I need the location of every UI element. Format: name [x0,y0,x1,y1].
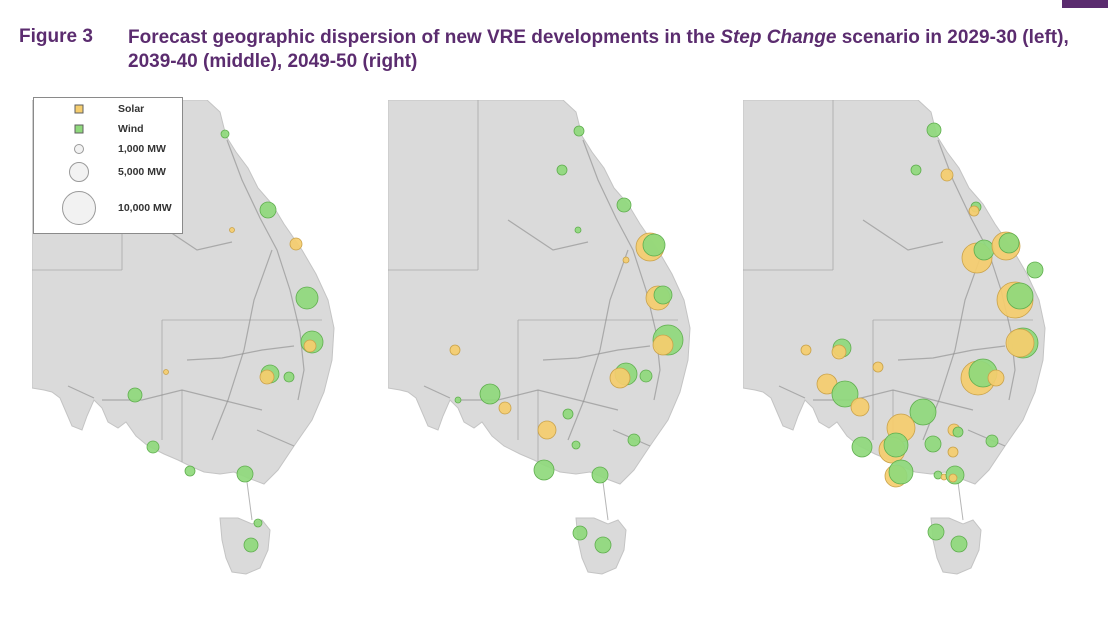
bass-link [246,481,253,521]
solar-bubble [622,256,630,264]
wind-bubble [574,226,582,234]
wind-bubble [616,197,632,213]
wind-bubble [594,536,612,554]
legend-size-1000: 1,000 MW [34,139,184,159]
large-circle-icon [62,191,96,225]
wind-swatch-icon [74,124,84,134]
corner-accent-bar [1062,0,1108,8]
wind-bubble [831,380,859,408]
wind-bubble [259,201,277,219]
transmission-line [778,385,806,399]
map-canvas-2049-50 [743,100,1046,575]
wind-bubble [1006,282,1034,310]
map-2039-40 [388,100,733,580]
figure-number: Figure 3 [19,26,93,47]
transmission-line [862,219,944,251]
wind-bubble [556,164,568,176]
transmission-line [897,345,1006,361]
wind-bubble [146,440,160,454]
solar-bubble [948,473,958,483]
solar-bubble [289,237,303,251]
solar-bubble [163,369,169,375]
wind-bubble [642,233,666,257]
map-legend: Solar Wind 1,000 MW 5,000 MW 10,000 MW [33,97,183,234]
medium-circle-icon [69,162,89,182]
wind-bubble [562,408,574,420]
solar-bubble [259,369,275,385]
wind-bubble [184,465,196,477]
wind-bubble [888,459,914,485]
transmission-line [542,345,651,361]
solar-bubble [872,361,884,373]
wind-bubble [479,383,501,405]
wind-bubble [927,523,945,541]
wind-bubble [591,466,609,484]
wind-bubble [253,518,263,528]
transmission-line [102,389,263,411]
wind-bubble [236,465,254,483]
transmission-line [67,385,95,399]
solar-bubble [947,446,959,458]
map-2049-50 [743,100,1088,580]
wind-bubble [653,285,673,305]
wind-bubble [454,396,462,404]
solar-bubble [537,420,557,440]
wind-bubble [985,434,999,448]
wind-bubble [127,387,143,403]
solar-swatch-icon [74,104,84,114]
transmission-line [256,429,295,447]
wind-bubble [926,122,942,138]
wind-bubble [910,164,922,176]
legend-solar: Solar [34,99,184,119]
solar-bubble [987,369,1005,387]
transmission-line [423,385,451,399]
solar-bubble [652,334,674,356]
solar-bubble [303,339,317,353]
wind-bubble [851,436,873,458]
small-circle-icon [74,144,84,154]
wind-bubble [924,435,942,453]
wind-bubble [533,459,555,481]
solar-bubble [850,397,870,417]
wind-bubble [572,525,588,541]
solar-bubble [968,205,980,217]
wind-bubble [952,426,964,438]
transmission-line [211,249,273,441]
wind-bubble [220,129,230,139]
bass-link [957,481,964,521]
solar-bubble [940,168,954,182]
wind-bubble [1026,261,1044,279]
wind-bubble [950,535,968,553]
transmission-line [582,139,661,401]
wind-bubble [295,286,319,310]
wind-bubble [909,398,937,426]
legend-size-5000: 5,000 MW [34,162,184,182]
wind-bubble [283,371,295,383]
transmission-line [507,219,589,251]
wind-bubble [243,537,259,553]
transmission-line [567,249,629,441]
wind-bubble [998,232,1020,254]
legend-wind: Wind [34,119,184,139]
wind-bubble [639,369,653,383]
bass-link [602,481,609,521]
transmission-line [186,345,295,361]
transmission-line [937,139,1016,401]
solar-bubble [800,344,812,356]
solar-bubble [449,344,461,356]
map-canvas-2039-40 [388,100,691,575]
solar-bubble [831,344,847,360]
solar-bubble [229,227,235,233]
wind-bubble [573,125,585,137]
solar-bubble [1005,328,1035,358]
figure-title: Forecast geographic dispersion of new VR… [128,27,1069,72]
solar-bubble [498,401,512,415]
solar-bubble [609,367,631,389]
wind-bubble [973,239,995,261]
wind-bubble [883,432,909,458]
legend-size-10000: 10,000 MW [34,191,184,225]
wind-bubble [627,433,641,447]
wind-bubble [571,440,581,450]
transmission-line [226,139,305,401]
